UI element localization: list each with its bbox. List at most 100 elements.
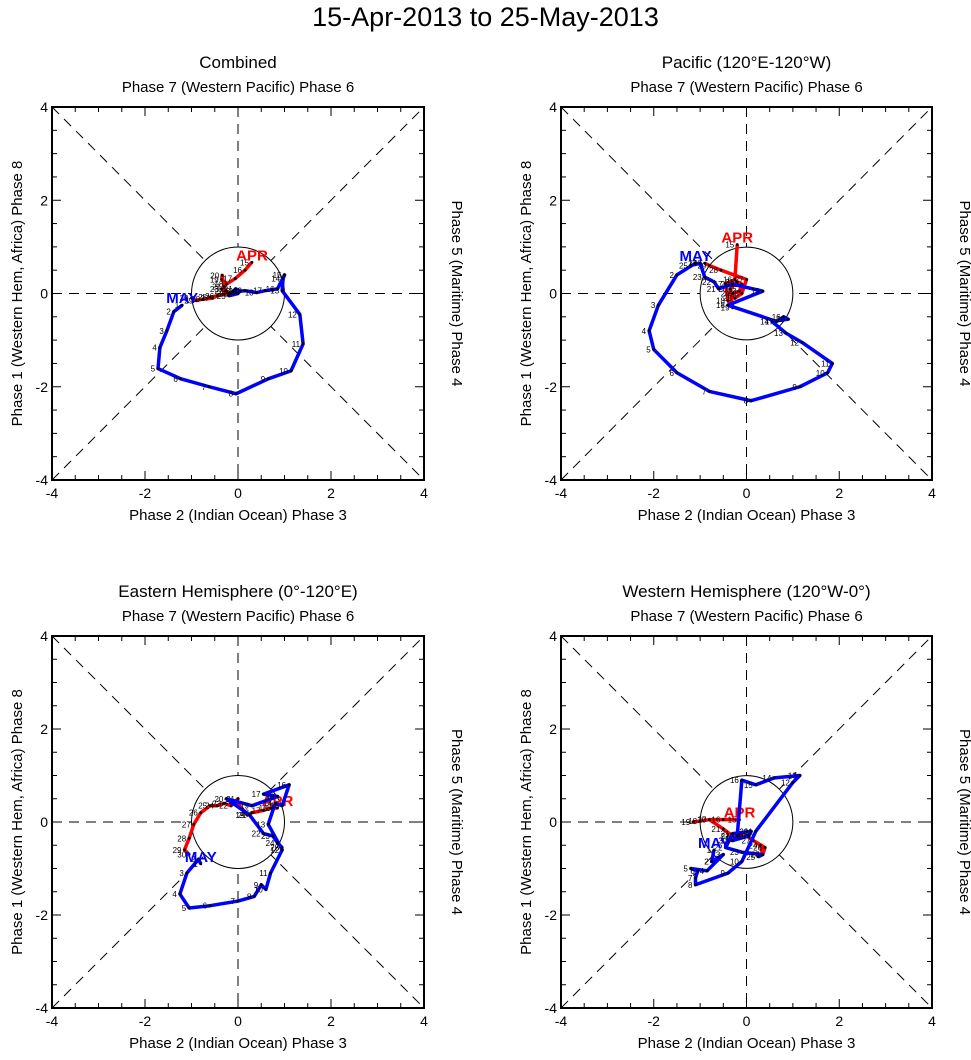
day-point <box>220 287 224 291</box>
day-point <box>694 876 697 880</box>
day-point <box>782 315 785 319</box>
day-label: 23 <box>212 799 221 808</box>
day-label: 22 <box>714 844 723 853</box>
day-label: 2 <box>191 855 196 864</box>
day-label: 12 <box>790 338 799 347</box>
x-tick-label: 0 <box>743 485 751 501</box>
y-tick-label: 4 <box>549 628 557 644</box>
x-tick-label: 0 <box>743 1013 751 1029</box>
month-label-may: MAY <box>166 290 198 307</box>
day-label: 1 <box>707 846 712 855</box>
panel-title: Pacific (120°E-120°W) <box>662 53 832 72</box>
day-label: 6 <box>669 369 674 378</box>
day-point <box>255 291 258 294</box>
left-axis-label: Phase 1 (Western Hem, Africa) Phase 8 <box>518 161 535 427</box>
day-point <box>754 783 758 787</box>
x-tick-label: -4 <box>46 485 59 501</box>
y-tick-label: -4 <box>36 1000 49 1016</box>
day-label: 8 <box>247 892 252 901</box>
day-point <box>745 278 748 281</box>
day-label: 15 <box>240 258 249 267</box>
right-axis-label: Phase 5 (Maritime) Phase 4 <box>448 729 465 915</box>
day-label: 17 <box>725 832 734 841</box>
right-axis-label: Phase 5 (Maritime) Phase 4 <box>448 201 465 387</box>
day-label: 21 <box>721 830 730 839</box>
day-label: 15 <box>744 781 753 790</box>
panel-title: Eastern Hemisphere (0°-120°E) <box>118 582 357 601</box>
day-label: 15 <box>273 271 282 280</box>
day-point <box>735 834 739 838</box>
y-tick-label: 4 <box>40 99 48 115</box>
day-point <box>724 846 728 849</box>
y-tick-label: 4 <box>549 99 557 115</box>
day-label: 30 <box>718 837 727 846</box>
y-tick-label: -2 <box>545 379 558 395</box>
day-label: 14 <box>762 774 771 783</box>
day-label: 22 <box>214 287 223 296</box>
day-label: 6 <box>203 902 208 911</box>
series-line-apr <box>691 817 767 857</box>
day-point <box>761 289 765 293</box>
day-label: 8 <box>688 881 693 890</box>
x-tick-label: -2 <box>648 1013 661 1029</box>
day-point <box>719 268 723 272</box>
y-tick-label: 2 <box>549 721 557 737</box>
day-label: 9 <box>254 881 259 890</box>
day-label: 6 <box>690 867 695 876</box>
day-label: 21 <box>212 283 221 292</box>
day-label: 3 <box>716 851 721 860</box>
day-label: 19 <box>721 303 730 312</box>
day-label: 21 <box>707 285 716 294</box>
day-label: 15 <box>776 315 785 324</box>
day-point <box>276 841 279 845</box>
day-point <box>708 264 711 267</box>
day-point <box>252 895 256 898</box>
day-point <box>180 303 184 307</box>
day-label: 16 <box>266 285 275 294</box>
day-label: 20 <box>721 280 730 289</box>
day-point <box>236 292 240 295</box>
day-point <box>222 802 226 805</box>
day-label: 11 <box>744 827 753 836</box>
day-point <box>227 294 231 298</box>
day-label: 3 <box>159 327 164 336</box>
right-axis-label: Phase 5 (Maritime) Phase 4 <box>956 201 971 387</box>
day-label: 24 <box>226 290 235 299</box>
day-point <box>703 261 707 265</box>
day-label: 24 <box>266 839 275 848</box>
top-axis-label: Phase 7 (Western Pacific) Phase 6 <box>630 608 862 625</box>
day-point <box>236 899 240 903</box>
day-label: 20 <box>214 795 223 804</box>
day-point <box>215 294 219 298</box>
day-point <box>786 317 790 321</box>
day-label: 15 <box>270 802 279 811</box>
day-label: 22 <box>252 830 261 839</box>
day-point <box>172 310 176 314</box>
day-label: 25 <box>723 294 732 303</box>
day-point <box>726 303 730 307</box>
panel-title: Western Hemisphere (120°W-0°) <box>622 582 870 601</box>
day-label: 13 <box>788 772 797 781</box>
day-label: 19 <box>235 811 244 820</box>
day-point <box>266 377 270 381</box>
y-tick-label: -2 <box>36 907 49 923</box>
day-label: 13 <box>270 287 279 296</box>
day-point <box>194 299 198 302</box>
day-label: 24 <box>721 290 730 299</box>
day-point <box>689 867 693 870</box>
day-point <box>710 860 714 863</box>
day-point <box>269 871 272 875</box>
day-point <box>798 774 802 777</box>
y-tick-label: 0 <box>40 286 48 302</box>
day-label: 25 <box>217 292 226 301</box>
day-point <box>211 296 214 300</box>
day-point <box>698 261 702 265</box>
day-point <box>696 869 700 873</box>
day-label: 25 <box>270 844 279 853</box>
day-label: 4 <box>642 327 647 336</box>
day-label: 19 <box>681 818 690 827</box>
day-point <box>183 848 186 852</box>
day-label: 16 <box>711 816 720 825</box>
day-label: 1 <box>175 301 180 310</box>
month-label-may: MAY <box>185 849 217 866</box>
